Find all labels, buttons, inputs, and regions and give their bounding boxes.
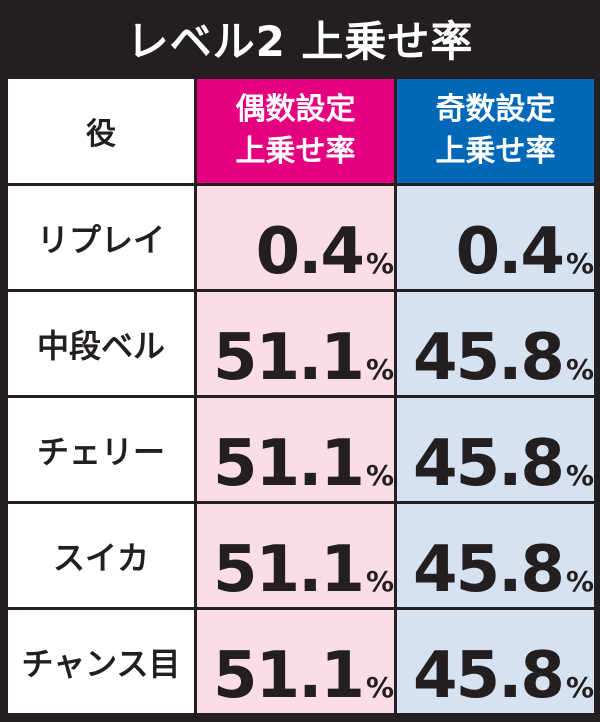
even-rate-value: 51.1 bbox=[213, 427, 365, 501]
role-column-header: 役 bbox=[8, 79, 194, 183]
even-rate-value: 0.4 bbox=[255, 215, 365, 289]
percent-unit: % bbox=[365, 565, 394, 598]
percent-unit: % bbox=[365, 671, 394, 704]
odd-rate-value: 45.8 bbox=[413, 321, 565, 395]
even-rate-cell: 51.1% bbox=[197, 292, 394, 395]
odd-rate-value: 45.8 bbox=[413, 533, 565, 607]
percent-unit: % bbox=[565, 247, 594, 280]
odd-header-line1: 奇数設定 bbox=[435, 92, 556, 127]
percent-unit: % bbox=[565, 565, 594, 598]
table-row: 中段ベル 51.1% 45.8% bbox=[8, 292, 594, 395]
odd-header-line2: 上乗せ率 bbox=[435, 134, 556, 169]
role-cell: チェリー bbox=[8, 398, 194, 501]
even-header-line1: 偶数設定 bbox=[235, 92, 356, 127]
table-row: チャンス目 51.1% 45.8% bbox=[8, 610, 594, 713]
odd-rate-value: 0.4 bbox=[455, 215, 565, 289]
even-rate-value: 51.1 bbox=[213, 321, 365, 395]
percent-unit: % bbox=[565, 353, 594, 386]
role-cell: 中段ベル bbox=[8, 292, 194, 395]
table-row: リプレイ 0.4% 0.4% bbox=[8, 186, 594, 289]
rate-table: 役 偶数設定 上乗せ率 奇数設定 上乗せ率 リプレイ 0.4% 0.4% 中段ベ… bbox=[5, 76, 597, 716]
role-cell: リプレイ bbox=[8, 186, 194, 289]
even-header-line2: 上乗せ率 bbox=[235, 134, 356, 169]
role-cell: チャンス目 bbox=[8, 610, 194, 713]
odd-rate-value: 45.8 bbox=[413, 427, 565, 501]
even-rate-cell: 51.1% bbox=[197, 504, 394, 607]
page-title: レベル2 上乗せ率 bbox=[126, 16, 474, 66]
even-rate-cell: 51.1% bbox=[197, 610, 394, 713]
table-header-row: 役 偶数設定 上乗せ率 奇数設定 上乗せ率 bbox=[8, 79, 594, 183]
percent-unit: % bbox=[565, 459, 594, 492]
odd-rate-cell: 45.8% bbox=[397, 292, 594, 395]
odd-rate-cell: 45.8% bbox=[397, 398, 594, 501]
even-rate-value: 51.1 bbox=[213, 533, 365, 607]
even-setting-column-header: 偶数設定 上乗せ率 bbox=[197, 79, 394, 183]
odd-setting-column-header: 奇数設定 上乗せ率 bbox=[397, 79, 594, 183]
percent-unit: % bbox=[365, 459, 394, 492]
table-row: チェリー 51.1% 45.8% bbox=[8, 398, 594, 501]
percent-unit: % bbox=[365, 247, 394, 280]
odd-rate-cell: 45.8% bbox=[397, 610, 594, 713]
role-cell: スイカ bbox=[8, 504, 194, 607]
even-rate-value: 51.1 bbox=[213, 639, 365, 713]
percent-unit: % bbox=[365, 353, 394, 386]
odd-rate-cell: 45.8% bbox=[397, 504, 594, 607]
odd-rate-cell: 0.4% bbox=[397, 186, 594, 289]
odd-rate-value: 45.8 bbox=[413, 639, 565, 713]
even-rate-cell: 0.4% bbox=[197, 186, 394, 289]
even-rate-cell: 51.1% bbox=[197, 398, 394, 501]
table-row: スイカ 51.1% 45.8% bbox=[8, 504, 594, 607]
percent-unit: % bbox=[565, 671, 594, 704]
